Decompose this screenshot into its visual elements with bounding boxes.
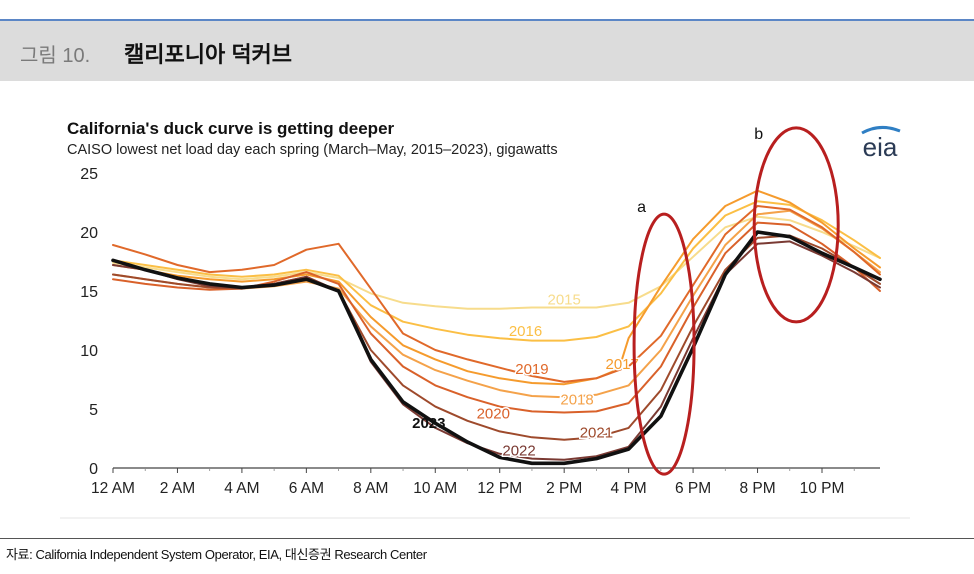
duck-curve-chart: California's duck curve is getting deepe… (60, 119, 910, 519)
y-tick-label: 25 (80, 166, 98, 183)
series-line-2018 (112, 209, 881, 399)
y-tick-label: 10 (80, 343, 98, 360)
series-label-2019: 2019 (515, 361, 548, 378)
y-tick-label: 0 (89, 461, 98, 478)
x-tick-label: 4 PM (611, 480, 647, 497)
series-label-2022: 2022 (502, 442, 535, 459)
annotation-label-a: a (637, 199, 646, 216)
annotation-ellipse-a (632, 212, 696, 476)
series-line-2017 (112, 189, 881, 386)
series-label-2015: 2015 (547, 291, 580, 308)
y-tick-label: 20 (80, 225, 98, 242)
series-line-2020 (112, 221, 881, 414)
x-tick-label: 6 PM (675, 480, 711, 497)
series-label-2018: 2018 (560, 392, 593, 409)
figure-number: 그림 10. (20, 45, 91, 67)
series-line-2023 (111, 230, 882, 466)
series-line-2015 (112, 215, 881, 310)
y-tick-label: 15 (80, 284, 98, 301)
x-tick-label: 8 PM (739, 480, 775, 497)
x-tick-label: 2 PM (546, 480, 582, 497)
x-tick-label: 12 PM (477, 480, 522, 497)
eia-logo-swoosh (861, 126, 901, 135)
y-tick-label: 5 (89, 402, 98, 419)
series-label-2017: 2017 (605, 356, 638, 373)
x-tick-label: 2 AM (160, 480, 195, 497)
x-tick-label: 6 AM (289, 480, 324, 497)
series-label-2020: 2020 (477, 406, 510, 423)
source-rule (0, 538, 974, 539)
series-label-2021: 2021 (580, 425, 613, 442)
series-line-2022 (112, 240, 881, 461)
chart-title: California's duck curve is getting deepe… (67, 119, 395, 138)
annotation-label-b: b (754, 126, 763, 143)
chart-subtitle: CAISO lowest net load day each spring (M… (67, 142, 558, 158)
figure-header: 그림 10. 캘리포니아 덕커브 (0, 21, 974, 81)
x-tick-label: 4 AM (224, 480, 259, 497)
eia-logo: eia (863, 132, 898, 162)
figure-title: 캘리포니아 덕커브 (124, 42, 293, 67)
x-tick-label: 8 AM (353, 480, 388, 497)
source-note: 자료: California Independent System Operat… (6, 547, 427, 562)
series-line-2016 (112, 200, 881, 342)
x-tick-label: 10 AM (413, 480, 457, 497)
series-label-2016: 2016 (509, 323, 542, 340)
x-tick-label: 12 AM (91, 480, 135, 497)
series-line-2019 (112, 205, 881, 383)
top-rule (0, 19, 974, 21)
x-tick-label: 10 PM (800, 480, 845, 497)
annotation-ellipse-b (752, 126, 840, 324)
series-label-2023: 2023 (412, 415, 445, 432)
